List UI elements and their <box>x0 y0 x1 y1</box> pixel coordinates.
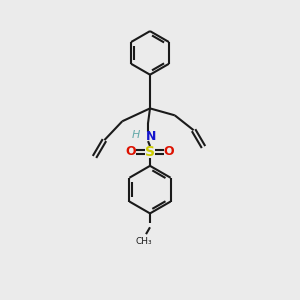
Text: H: H <box>132 130 140 140</box>
Text: S: S <box>145 145 155 159</box>
Text: O: O <box>126 146 136 158</box>
Text: N: N <box>146 130 156 142</box>
Text: CH₃: CH₃ <box>136 237 152 246</box>
Text: O: O <box>164 146 174 158</box>
